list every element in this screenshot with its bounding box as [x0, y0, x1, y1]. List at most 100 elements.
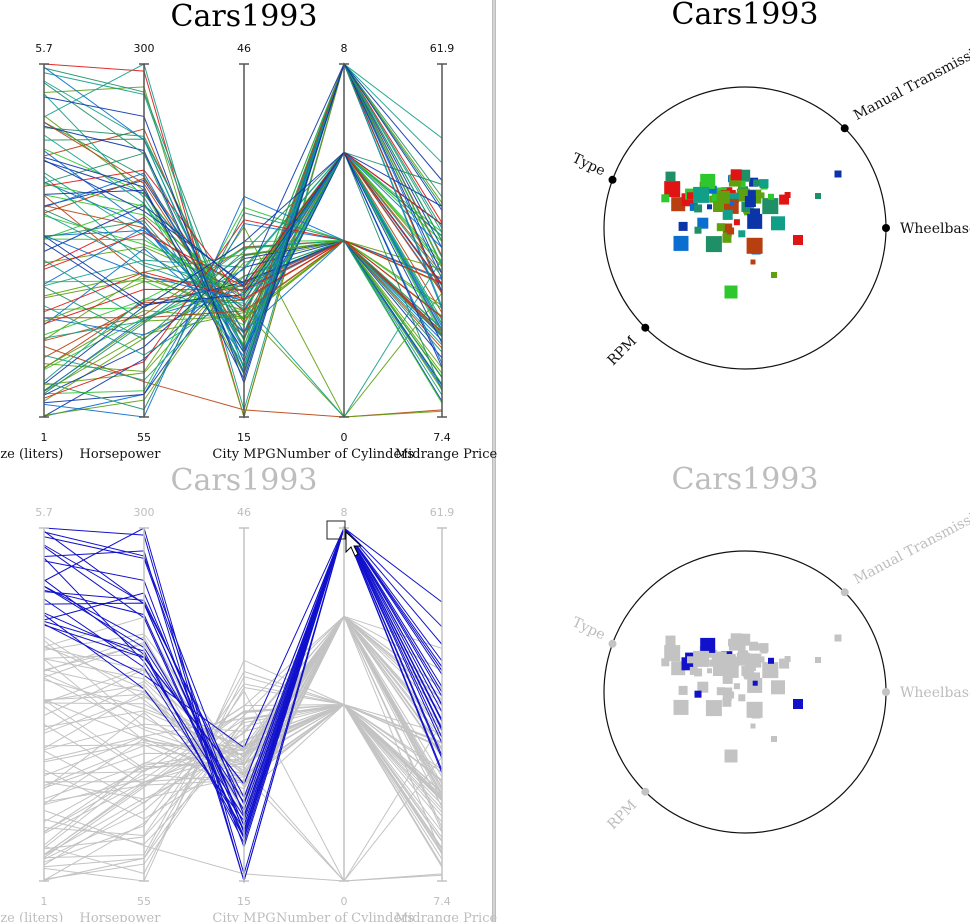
radviz-point[interactable] — [722, 697, 732, 707]
radviz-point[interactable] — [708, 649, 717, 658]
radviz-point[interactable] — [694, 226, 702, 234]
anchor-manual-transmission-dot[interactable] — [840, 588, 849, 597]
radviz-point[interactable] — [779, 658, 790, 669]
radviz-point[interactable] — [759, 643, 769, 653]
radviz-point[interactable] — [771, 736, 777, 742]
anchor-wheelbase-dot[interactable] — [882, 688, 890, 696]
anchor-rpm-dot[interactable] — [641, 787, 650, 796]
radviz-point[interactable] — [762, 198, 779, 215]
radviz-point[interactable] — [744, 210, 750, 215]
radviz-point[interactable] — [793, 235, 803, 245]
radviz-point[interactable] — [665, 171, 676, 182]
radviz-point[interactable] — [716, 190, 730, 204]
radviz-point[interactable] — [661, 194, 670, 203]
radviz-point[interactable] — [730, 169, 742, 181]
radviz-point[interactable] — [687, 656, 694, 664]
radviz-point[interactable] — [689, 202, 698, 211]
radviz-point[interactable] — [722, 209, 733, 220]
radviz-point[interactable] — [664, 181, 681, 198]
radviz-point[interactable] — [768, 193, 774, 200]
radviz-point[interactable] — [722, 233, 732, 243]
radviz-point[interactable] — [710, 702, 716, 709]
radviz-point[interactable] — [771, 680, 785, 695]
radviz-point[interactable] — [716, 687, 725, 696]
radviz-point[interactable] — [728, 656, 739, 667]
radviz-point[interactable] — [793, 699, 803, 709]
radviz-point[interactable] — [700, 173, 716, 189]
radviz-point[interactable] — [815, 657, 821, 663]
radviz-point[interactable] — [758, 192, 765, 199]
radviz-point[interactable] — [697, 681, 709, 693]
radviz-point[interactable] — [815, 193, 821, 199]
radviz-point[interactable] — [738, 230, 746, 238]
radviz-point[interactable] — [727, 691, 735, 699]
radviz-point[interactable] — [779, 194, 790, 205]
radviz-point[interactable] — [754, 661, 760, 667]
radviz-point[interactable] — [707, 668, 712, 674]
radviz-point[interactable] — [744, 660, 756, 671]
radviz-point[interactable] — [758, 656, 765, 663]
radviz-point[interactable] — [694, 668, 703, 677]
radviz-point[interactable] — [834, 634, 842, 642]
radviz-point[interactable] — [689, 666, 698, 675]
anchor-type-dot[interactable] — [608, 639, 617, 648]
radviz-point[interactable] — [661, 658, 670, 667]
radviz-point[interactable] — [834, 170, 842, 178]
radviz-point[interactable] — [753, 179, 761, 187]
radviz-point[interactable] — [724, 749, 738, 763]
radviz-point[interactable] — [708, 185, 717, 194]
radviz-point[interactable] — [710, 238, 716, 245]
radviz-point[interactable] — [771, 216, 785, 231]
radviz-point[interactable] — [727, 227, 735, 235]
anchor-rpm-dot[interactable] — [641, 323, 650, 332]
radviz-point[interactable] — [716, 223, 725, 232]
radviz-point[interactable] — [754, 197, 760, 203]
radviz-point[interactable] — [678, 221, 688, 231]
radviz-point[interactable] — [733, 219, 740, 226]
radviz-point[interactable] — [752, 216, 758, 222]
selected-radviz-point[interactable] — [768, 657, 774, 664]
radviz-point[interactable] — [733, 683, 740, 690]
radviz-point[interactable] — [713, 201, 724, 212]
radviz-point[interactable] — [753, 643, 761, 651]
radviz-point[interactable] — [762, 662, 779, 679]
brush-rectangle[interactable] — [326, 520, 346, 540]
selected-radviz-point[interactable] — [700, 637, 716, 653]
radviz-point[interactable] — [728, 192, 739, 203]
radviz-point[interactable] — [729, 201, 735, 206]
radviz-point[interactable] — [747, 654, 756, 663]
radviz-point[interactable] — [694, 204, 703, 213]
radviz-point[interactable] — [746, 237, 763, 254]
radviz-point[interactable] — [664, 645, 681, 662]
radviz-point[interactable] — [750, 259, 756, 265]
panel-divider[interactable] — [492, 0, 496, 922]
radviz-point[interactable] — [707, 204, 712, 210]
radviz-point[interactable] — [744, 196, 756, 207]
anchor-wheelbase-dot[interactable] — [882, 224, 890, 232]
radviz-point[interactable] — [750, 208, 760, 219]
radviz-point[interactable] — [738, 644, 746, 652]
anchor-manual-transmission-dot[interactable] — [840, 124, 849, 133]
radviz-point[interactable] — [746, 701, 763, 718]
radviz-point[interactable] — [729, 665, 735, 670]
radviz-point[interactable] — [747, 190, 756, 199]
radviz-point[interactable] — [744, 674, 750, 679]
radviz-point[interactable] — [713, 665, 724, 676]
radviz-point[interactable] — [722, 673, 733, 684]
radviz-point[interactable] — [759, 179, 769, 189]
radviz-point[interactable] — [673, 699, 689, 715]
radviz-point[interactable] — [665, 635, 676, 646]
radviz-point[interactable] — [724, 285, 738, 299]
radviz-point[interactable] — [673, 235, 689, 251]
radviz-point[interactable] — [750, 723, 756, 729]
selected-radviz-point[interactable] — [752, 680, 758, 686]
radviz-point[interactable] — [697, 217, 709, 229]
radviz-point[interactable] — [678, 685, 688, 695]
radviz-point[interactable] — [750, 672, 760, 683]
radviz-point[interactable] — [738, 180, 746, 188]
radviz-point[interactable] — [738, 694, 746, 702]
radviz-point[interactable] — [693, 186, 710, 203]
radviz-point[interactable] — [693, 650, 710, 667]
anchor-type-dot[interactable] — [608, 175, 617, 184]
radviz-point[interactable] — [716, 654, 730, 668]
